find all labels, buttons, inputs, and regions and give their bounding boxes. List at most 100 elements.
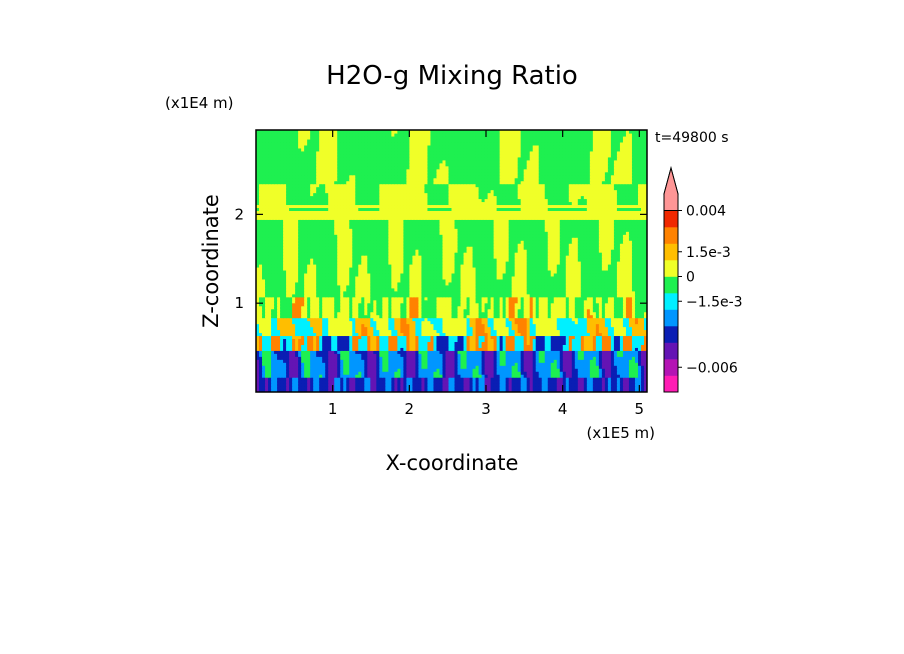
field-cell xyxy=(634,383,639,387)
field-cell xyxy=(427,383,432,387)
field-cell xyxy=(262,374,266,378)
field-cell xyxy=(631,383,636,387)
field-cell xyxy=(643,350,647,354)
field-cell xyxy=(625,374,630,378)
field-cell xyxy=(499,389,504,392)
field-cell xyxy=(280,341,284,345)
field-cell xyxy=(265,344,269,348)
field-cell xyxy=(286,341,290,345)
field-cell xyxy=(523,371,528,375)
field-cell xyxy=(604,356,609,360)
field-cell xyxy=(526,347,531,351)
field-cell xyxy=(343,344,347,348)
field-cell xyxy=(421,344,426,348)
field-cell xyxy=(352,353,356,357)
field-cell xyxy=(466,371,471,375)
field-cell xyxy=(328,359,332,363)
field-cell xyxy=(613,374,618,378)
field-cell xyxy=(445,386,450,390)
field-cell xyxy=(589,365,594,369)
field-cell xyxy=(457,365,462,369)
field-cell xyxy=(469,347,474,351)
field-cell xyxy=(631,389,636,392)
field-cell xyxy=(304,356,308,360)
field-cell xyxy=(436,380,441,384)
field-cell xyxy=(505,359,510,363)
field-cell xyxy=(292,383,296,387)
field-cell xyxy=(412,377,417,381)
field-cell xyxy=(403,356,407,360)
field-cell xyxy=(553,353,558,357)
field-cell xyxy=(577,386,582,390)
field-cell xyxy=(640,386,645,390)
field-cell xyxy=(355,368,359,372)
field-cell xyxy=(610,365,615,369)
field-cell xyxy=(346,341,350,345)
field-cell xyxy=(286,365,290,369)
field-cell xyxy=(331,359,335,363)
field-cell xyxy=(289,386,293,390)
field-cell xyxy=(508,368,513,372)
field-cell xyxy=(340,359,344,363)
field-cell xyxy=(388,356,392,360)
field-cell xyxy=(391,365,395,369)
field-cell xyxy=(400,347,404,351)
field-cell xyxy=(274,383,278,387)
field-cell xyxy=(316,368,320,372)
field-cell xyxy=(565,356,570,360)
field-cell xyxy=(304,344,308,348)
field-cell xyxy=(280,353,284,357)
field-cell xyxy=(637,365,642,369)
field-cell xyxy=(580,347,585,351)
field-cell xyxy=(610,350,615,354)
field-cell xyxy=(352,377,356,381)
field-cell xyxy=(256,383,260,387)
field-cell xyxy=(367,386,371,390)
field-cell xyxy=(562,371,567,375)
field-cell xyxy=(292,389,296,392)
field-cell xyxy=(370,371,374,375)
field-cell xyxy=(541,350,546,354)
field-cell xyxy=(565,353,570,357)
field-cell xyxy=(511,350,516,354)
field-cell xyxy=(457,371,462,375)
field-cell xyxy=(643,389,647,392)
field-cell xyxy=(535,350,540,354)
field-cell xyxy=(484,383,489,387)
field-cell xyxy=(295,368,299,372)
field-cell xyxy=(286,389,290,392)
field-cell xyxy=(265,359,269,363)
field-cell xyxy=(319,344,323,348)
field-cell xyxy=(556,350,561,354)
field-cell xyxy=(586,368,591,372)
field-cell xyxy=(328,356,332,360)
field-cell xyxy=(511,389,516,392)
field-cell xyxy=(553,359,558,363)
field-cell xyxy=(322,371,326,375)
field-cell xyxy=(373,347,377,351)
field-cell xyxy=(286,353,290,357)
field-cell xyxy=(358,383,362,387)
field-cell xyxy=(484,359,489,363)
field-cell xyxy=(427,374,432,378)
field-cell xyxy=(460,359,465,363)
field-cell xyxy=(412,362,417,366)
field-cell xyxy=(490,356,495,360)
field-cell xyxy=(379,374,383,378)
field-cell xyxy=(385,383,389,387)
field-cell xyxy=(325,365,329,369)
field-cell xyxy=(412,368,417,372)
field-cell xyxy=(277,356,281,360)
field-cell xyxy=(538,347,543,351)
field-cell xyxy=(325,356,329,360)
field-cell xyxy=(280,365,284,369)
field-cell xyxy=(367,374,371,378)
field-cell xyxy=(514,371,519,375)
field-cell xyxy=(487,380,492,384)
field-cell xyxy=(595,365,600,369)
field-cell xyxy=(532,386,537,390)
field-cell xyxy=(334,359,338,363)
field-cell xyxy=(547,386,552,390)
field-cell xyxy=(337,341,341,345)
field-cell xyxy=(568,377,573,381)
